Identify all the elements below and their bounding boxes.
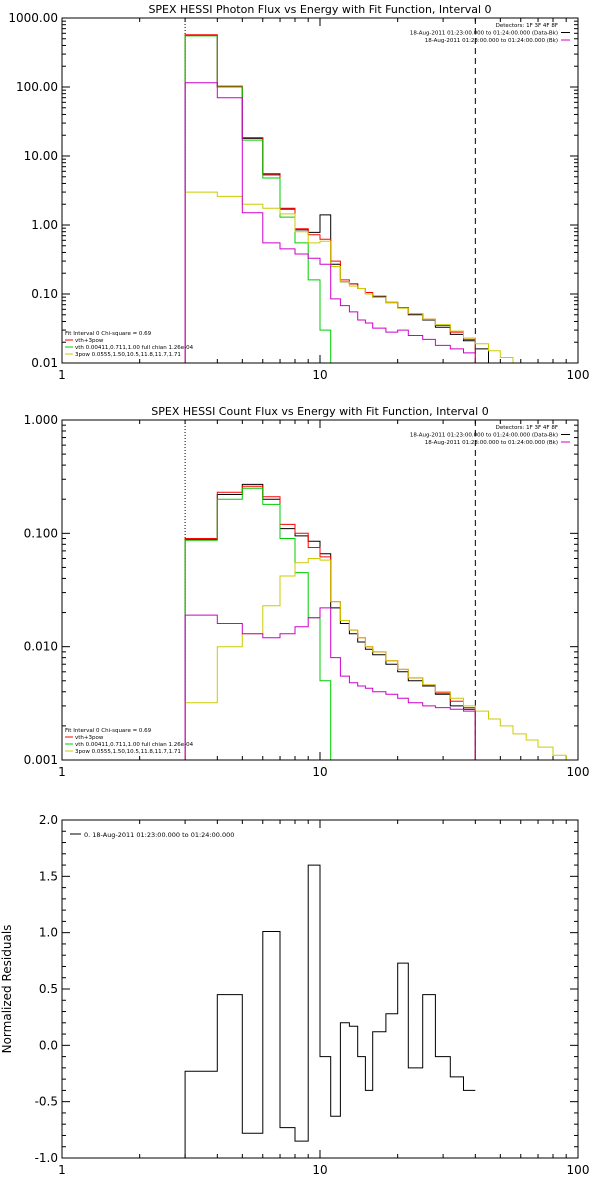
x-tick-label: 100: [567, 765, 590, 779]
x-tick-label: 10: [312, 368, 327, 382]
y-tick-label: -1.0: [35, 1151, 58, 1165]
y-tick-label: 1.5: [39, 869, 58, 883]
series-bk: [184, 607, 476, 760]
y-tick-label: 0.01: [31, 356, 58, 370]
legend-entry: 18-Aug-2011 01:23:00.000 to 01:24:00.000…: [410, 31, 558, 37]
legend-legend_tl: 0. 18-Aug-2011 01:23:00.000 to 01:24:00.…: [70, 831, 234, 839]
legend-legend_bl: Fit Interval 0 Chi-square = 0.69vth+3pow…: [65, 331, 194, 358]
plot-frame: [61, 17, 579, 364]
plot-frame: [61, 819, 579, 1159]
legend-entry: 3pow 0.0555,1.50,10.5,11.8,11.7,1.71: [75, 749, 181, 755]
y-tick-label: 10.00: [24, 149, 58, 163]
y-axis-label: Normalized Residuals: [0, 925, 14, 1054]
series-3pow: [184, 191, 514, 363]
y-tick-label: 1.00: [31, 218, 58, 232]
y-tick-label: 2.0: [39, 813, 58, 827]
legend-entry: vth+3pow: [75, 338, 104, 344]
y-tick-label: 0.0: [39, 1038, 58, 1052]
series-data-bk: [184, 34, 489, 363]
legend-legend_tr: Detectors: 1F 3F 4F 8F 18-Aug-2011 01:23:…: [410, 23, 570, 44]
y-tick-label: 1.000: [24, 413, 58, 427]
y-tick-label: 0.10: [31, 287, 58, 301]
series-vth: [184, 35, 341, 363]
legend-entry: 3pow 0.0555,1.50,10.5,11.8,11.7,1.71: [75, 352, 181, 358]
series-3pow: [184, 558, 578, 760]
x-tick-label: 100: [567, 1163, 590, 1177]
plot-frame: [61, 419, 579, 761]
series-0-18-aug-2011-01-23-00-000-to-01-24-00-000: [184, 864, 476, 1158]
legend-entry: vth+3pow: [75, 735, 104, 741]
legend-entry: Fit Interval 0 Chi-square = 0.69: [65, 331, 152, 337]
y-tick-label: 0.010: [24, 640, 58, 654]
x-tick-label: 10: [312, 1163, 327, 1177]
y-tick-label: 0.100: [24, 526, 58, 540]
series-bk: [184, 82, 476, 363]
legend-entry: Detectors: 1F 3F 4F 8F: [496, 23, 558, 29]
series-data-bk: [184, 483, 476, 760]
y-tick-label: 0.001: [24, 753, 58, 767]
legend-legend_tr: Detectors: 1F 3F 4F 8F 18-Aug-2011 01:23:…: [410, 425, 570, 446]
legend-entry: 18-Aug-2011 01:23:00.000 to 01:24:00.000…: [425, 440, 558, 446]
legend-entry: Fit Interval 0 Chi-square = 0.69: [65, 728, 152, 734]
legend-entry: 18-Aug-2011 01:23:00.000 to 01:24:00.000…: [410, 433, 558, 439]
y-tick-label: 0.5: [39, 982, 58, 996]
legend-legend_bl: Fit Interval 0 Chi-square = 0.69vth+3pow…: [65, 728, 194, 755]
y-tick-label: 1000.00: [8, 11, 58, 25]
chart-title: SPEX HESSI Photon Flux vs Energy with Fi…: [148, 3, 491, 16]
legend-entry: 0. 18-Aug-2011 01:23:00.000 to 01:24:00.…: [84, 831, 234, 839]
series-vth-3pow: [184, 34, 476, 363]
x-tick-label: 1: [58, 765, 66, 779]
legend-entry: Detectors: 1F 3F 4F 8F: [496, 425, 558, 431]
series-vth: [184, 487, 341, 760]
photon-flux-panel: SPEX HESSI Photon Flux vs Energy with Fi…: [8, 3, 590, 382]
x-tick-label: 100: [567, 368, 590, 382]
x-tick-label: 10: [312, 765, 327, 779]
legend-entry: vth 0.00411,0.711,1.00 full chian 1.26e-…: [75, 742, 194, 748]
legend-entry: 18-Aug-2011 01:23:00.000 to 01:24:00.000…: [425, 38, 558, 44]
y-tick-label: 100.00: [16, 80, 58, 94]
x-tick-label: 1: [58, 368, 66, 382]
y-tick-label: -0.5: [35, 1095, 58, 1109]
x-tick-label: 1: [58, 1163, 66, 1177]
y-tick-label: 1.0: [39, 926, 58, 940]
legend-entry: vth 0.00411,0.711,1.00 full chian 1.26e-…: [75, 345, 194, 351]
residuals-panel: Normalized Residuals 1 10 100 -1.0 -0.5 0.0 0.5…: [0, 813, 589, 1177]
count-flux-panel: SPEX HESSI Count Flux vs Energy with Fit…: [24, 405, 590, 779]
chart-title: SPEX HESSI Count Flux vs Energy with Fit…: [151, 405, 488, 418]
